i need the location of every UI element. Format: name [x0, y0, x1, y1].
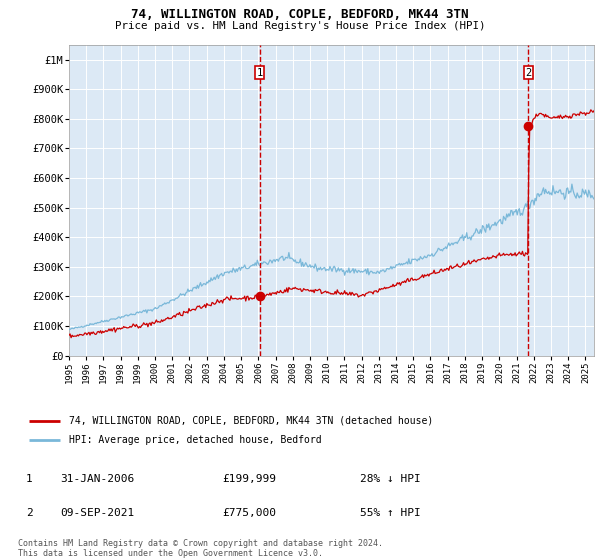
Text: HPI: Average price, detached house, Bedford: HPI: Average price, detached house, Bedf… [69, 435, 322, 445]
Text: £775,000: £775,000 [222, 508, 276, 518]
Text: 55% ↑ HPI: 55% ↑ HPI [360, 508, 421, 518]
Text: 2: 2 [525, 68, 532, 78]
Text: 31-JAN-2006: 31-JAN-2006 [60, 474, 134, 484]
Text: 09-SEP-2021: 09-SEP-2021 [60, 508, 134, 518]
Text: 1: 1 [257, 68, 263, 78]
Text: 74, WILLINGTON ROAD, COPLE, BEDFORD, MK44 3TN: 74, WILLINGTON ROAD, COPLE, BEDFORD, MK4… [131, 8, 469, 21]
Text: 2: 2 [26, 508, 33, 518]
Text: Contains HM Land Registry data © Crown copyright and database right 2024.
This d: Contains HM Land Registry data © Crown c… [18, 539, 383, 558]
Text: 1: 1 [26, 474, 33, 484]
Text: 28% ↓ HPI: 28% ↓ HPI [360, 474, 421, 484]
Text: 74, WILLINGTON ROAD, COPLE, BEDFORD, MK44 3TN (detached house): 74, WILLINGTON ROAD, COPLE, BEDFORD, MK4… [69, 416, 433, 426]
Text: Price paid vs. HM Land Registry's House Price Index (HPI): Price paid vs. HM Land Registry's House … [115, 21, 485, 31]
Text: £199,999: £199,999 [222, 474, 276, 484]
